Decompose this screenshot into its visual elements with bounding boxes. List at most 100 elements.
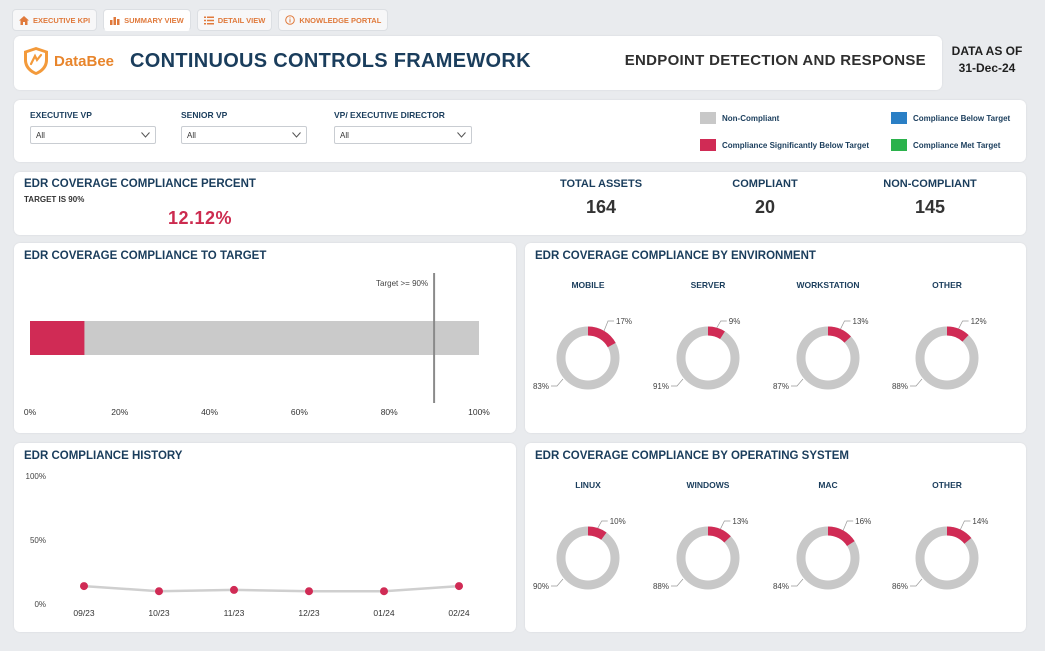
- databee-logo: DataBee: [22, 46, 114, 76]
- legend-swatch: [700, 112, 716, 124]
- compliant-arc: [556, 326, 620, 390]
- environment-panel: EDR COVERAGE COMPLIANCE BY ENVIRONMENT M…: [525, 243, 1026, 433]
- non-compliant-percent-label: 90%: [533, 582, 549, 591]
- bar-chart-icon: [110, 16, 120, 25]
- compliant-arc: [796, 526, 860, 590]
- donut-other: OTHER 12% 88%: [892, 280, 987, 391]
- non-compliant-percent-label: 87%: [773, 382, 789, 391]
- y-tick-label: 100%: [26, 472, 46, 481]
- tab-summary-view[interactable]: SUMMARY VIEW: [103, 9, 191, 31]
- dropdown-value: All: [340, 130, 349, 140]
- non-compliant-arc: [676, 326, 740, 390]
- donut-workstation: WORKSTATION 13% 87%: [773, 280, 869, 391]
- dropdown-value: All: [36, 130, 45, 140]
- stat-total-assets: TOTAL ASSETS 164: [541, 178, 661, 218]
- non-compliant-percent-label: 91%: [653, 382, 669, 391]
- dropdown-value: All: [187, 130, 196, 140]
- compliant-arc: [556, 526, 620, 590]
- tab-knowledge-portal[interactable]: KNOWLEDGE PORTAL: [278, 9, 389, 31]
- logo-text: DataBee: [54, 52, 115, 70]
- x-tick-label: 10/23: [148, 608, 170, 618]
- compliant-percent-label: 12%: [971, 317, 987, 326]
- donut-category-label: OTHER: [932, 480, 962, 490]
- stat-non-compliant: NON-COMPLIANT 145: [870, 178, 990, 218]
- x-tick-label: 0%: [24, 407, 37, 417]
- x-tick-label: 11/23: [224, 608, 245, 618]
- x-tick-label: 09/23: [73, 608, 95, 618]
- chevron-down-icon: [292, 132, 301, 138]
- donut-windows: WINDOWS 13% 88%: [653, 480, 748, 591]
- stat-label: TOTAL ASSETS: [559, 178, 643, 190]
- data-as-of-date: 31-Dec-24: [958, 61, 1016, 75]
- x-tick-label: 01/24: [373, 608, 395, 618]
- shield-logo-icon: [24, 47, 48, 75]
- non-compliant-leader-line: [910, 378, 923, 387]
- data-as-of: DATA AS OF 31-Dec-24: [948, 43, 1026, 77]
- history-point: [305, 587, 313, 596]
- panel-title: EDR COMPLIANCE HISTORY: [24, 450, 183, 462]
- compliance-percent: 12.12%: [168, 208, 233, 228]
- page-subtitle: ENDPOINT DETECTION AND RESPONSE: [624, 52, 926, 69]
- history-point: [380, 587, 388, 596]
- donut-category-label: MOBILE: [571, 280, 604, 290]
- tab-label: SUMMARY VIEW: [124, 15, 184, 25]
- legend-label: Compliance Significantly Below Target: [722, 140, 869, 150]
- donut-mac: MAC 16% 84%: [773, 480, 871, 591]
- compliant-leader-line: [960, 520, 971, 530]
- panel-title: EDR COVERAGE COMPLIANCE TO TARGET: [24, 250, 267, 262]
- tab-label: DETAIL VIEW: [217, 15, 266, 25]
- history-line-chart: 100% 50% 0% 09/23 10/23 11/23 12/23 01/24 02/24: [26, 472, 470, 618]
- stat-value: 145: [914, 197, 946, 217]
- non-compliant-arc: [915, 326, 979, 390]
- compliant-percent-label: 9%: [729, 317, 741, 326]
- vp-executive-director-dropdown[interactable]: All: [334, 126, 472, 144]
- environment-donut-charts: MOBILE 17% 83% SERVER 9% 91% WORKSTATION 13% 87%…: [533, 280, 987, 391]
- tab-detail-view[interactable]: DETAIL VIEW: [196, 9, 273, 31]
- non-compliant-leader-line: [791, 578, 804, 587]
- history-point: [455, 582, 463, 591]
- os-donut-charts: LINUX 10% 90% WINDOWS 13% 88% MAC 16% 84% OTHER 14…: [533, 480, 988, 591]
- x-tick-label: 20%: [111, 407, 128, 417]
- donut-category-label: SERVER: [691, 280, 726, 290]
- tab-label: EXECUTIVE KPI: [33, 15, 91, 25]
- compliant-leader-line: [840, 320, 851, 330]
- filter-bar: EXECUTIVE VP All SENIOR VP All VP/ EXECU…: [14, 100, 1026, 162]
- donut-category-label: LINUX: [575, 480, 601, 490]
- donut-server: SERVER 9% 91%: [653, 280, 740, 391]
- non-compliant-leader-line: [791, 378, 804, 387]
- history-panel: EDR COMPLIANCE HISTORY 100% 50% 0% 09/23 10/…: [14, 443, 516, 632]
- compliant-bar: [30, 321, 85, 355]
- donut-category-label: WINDOWS: [687, 480, 730, 490]
- compliant-percent-label: 13%: [732, 517, 748, 526]
- kpi-title: EDR COVERAGE COMPLIANCE PERCENT: [24, 178, 256, 190]
- non-compliant-leader-line: [551, 578, 564, 587]
- non-compliant-percent-label: 83%: [533, 382, 549, 391]
- x-tick-label: 60%: [291, 407, 308, 417]
- tab-executive-kpi[interactable]: EXECUTIVE KPI: [12, 9, 98, 31]
- executive-vp-dropdown[interactable]: All: [30, 126, 156, 144]
- compliant-leader-line: [603, 320, 615, 332]
- compliant-arc: [676, 326, 740, 390]
- legend-below-target: Compliance Below Target: [891, 112, 1010, 124]
- non-compliant-arc: [556, 526, 620, 590]
- stat-value: 164: [585, 197, 617, 217]
- list-icon: [203, 16, 214, 24]
- compliant-arc: [676, 526, 740, 590]
- filter-executive-vp: EXECUTIVE VP All: [30, 110, 156, 144]
- kpi-card: EDR COVERAGE COMPLIANCE PERCENT TARGET I…: [14, 172, 1026, 235]
- donut-linux: LINUX 10% 90%: [533, 480, 626, 591]
- compliant-leader-line: [720, 520, 731, 530]
- filter-label: EXECUTIVE VP: [30, 110, 92, 120]
- donut-category-label: WORKSTATION: [797, 280, 860, 290]
- compliant-arc: [796, 326, 860, 390]
- donut-category-label: MAC: [818, 480, 837, 490]
- non-compliant-percent-label: 86%: [892, 582, 908, 591]
- chevron-down-icon: [457, 132, 466, 138]
- stat-value: 20: [754, 197, 776, 217]
- header-card: DataBee CONTINUOUS CONTROLS FRAMEWORK EN…: [14, 36, 942, 90]
- legend-label: Compliance Met Target: [913, 140, 1001, 150]
- senior-vp-dropdown[interactable]: All: [181, 126, 307, 144]
- y-tick-label: 50%: [30, 536, 46, 545]
- compliant-percent-label: 17%: [616, 317, 632, 326]
- legend-significantly-below-target: Compliance Significantly Below Target: [700, 139, 869, 151]
